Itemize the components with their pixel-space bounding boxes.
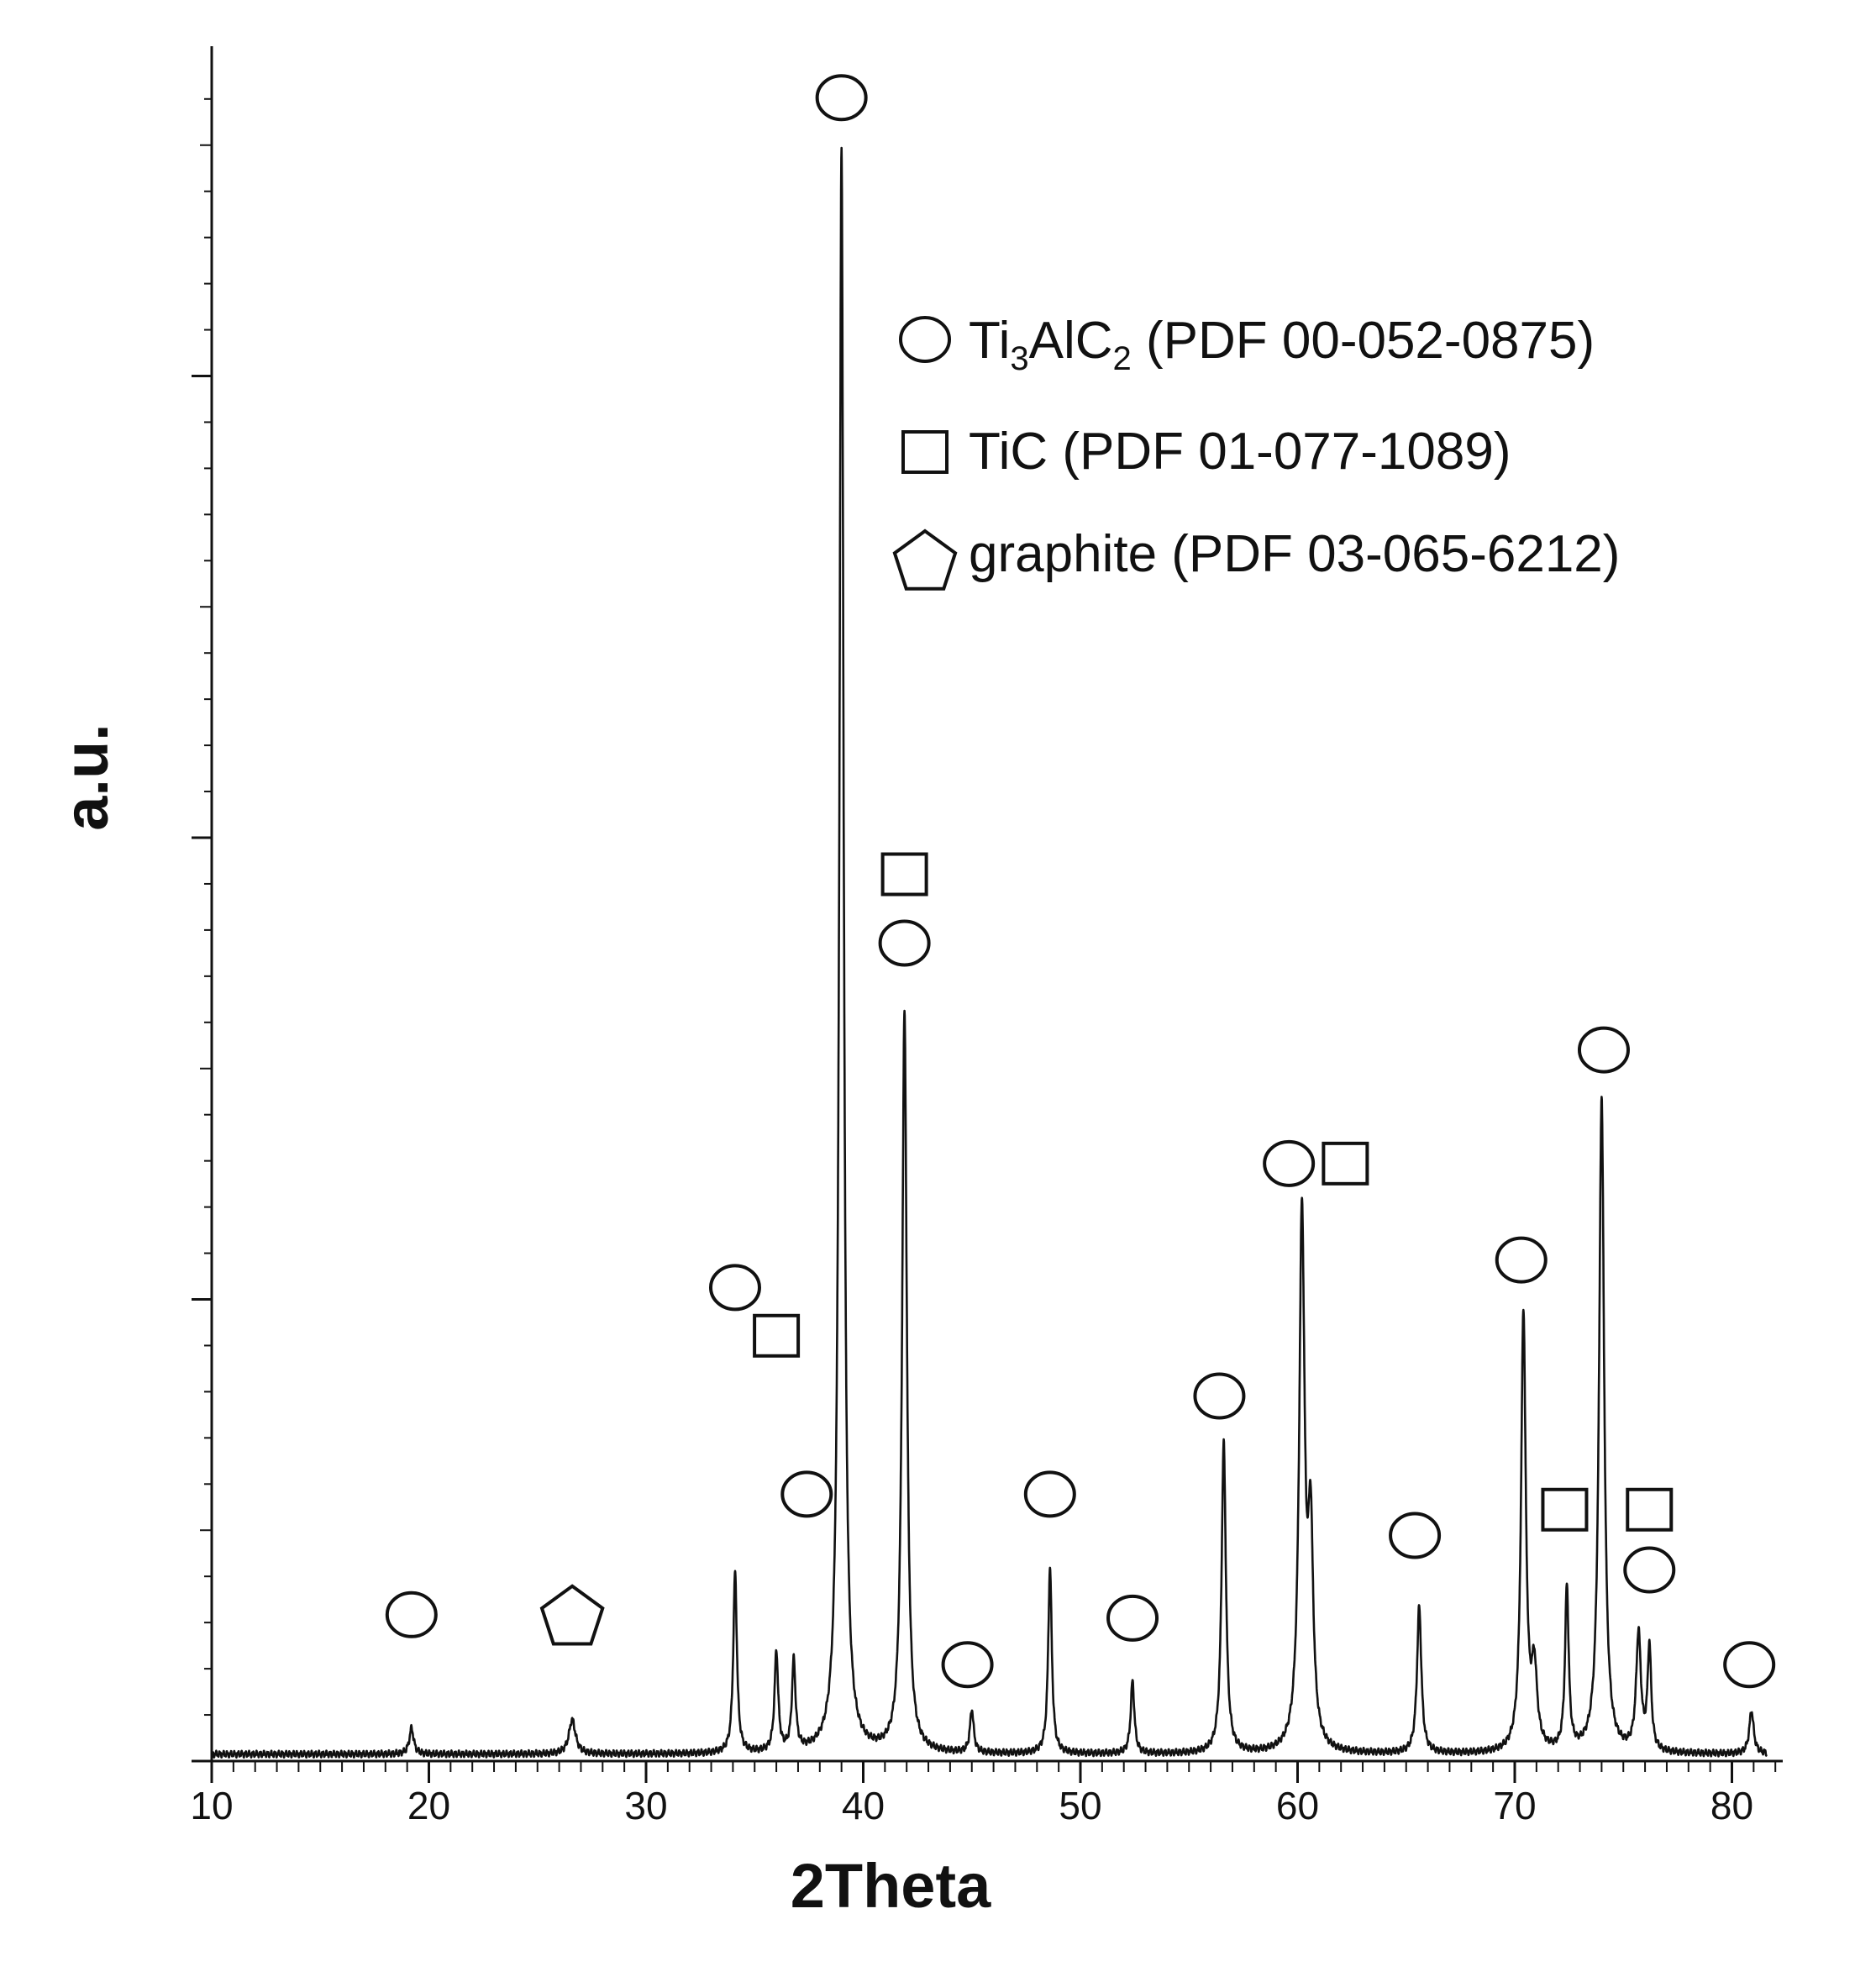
peak-marker-circle [1263, 1139, 1316, 1187]
legend-text-part: AlC [1029, 312, 1113, 370]
x-tick-label: 20 [407, 1784, 450, 1827]
legend-label: graphite (PDF 03-065-6212) [969, 525, 1620, 583]
peak-marker-circle [1577, 1026, 1630, 1074]
peak-marker-square [1322, 1141, 1369, 1186]
legend-item-circle: Ti3AlC2 (PDF 00-052-0875) [899, 312, 1595, 377]
x-tick-label: 30 [624, 1784, 667, 1827]
peak-marker-circle [385, 1591, 438, 1638]
peak-marker-circle [815, 74, 868, 122]
peak-marker-circle [1193, 1372, 1246, 1420]
legend-text-part: Ti [969, 312, 1010, 370]
legend-square-icon [901, 430, 949, 474]
x-tick-label: 80 [1710, 1784, 1753, 1827]
peak-marker-circle [1623, 1546, 1676, 1594]
peak-marker-square [753, 1313, 801, 1358]
legend-label: TiC (PDF 01-077-1089) [969, 423, 1511, 481]
legend-subscript: 2 [1113, 340, 1132, 377]
x-tick-label: 50 [1059, 1784, 1101, 1827]
legend-pentagon-icon [892, 528, 958, 591]
peak-marker-circle [1495, 1236, 1548, 1284]
x-axis-ticks: 10 20 30 40 50 60 70 80 [190, 1761, 1777, 1827]
legend-circle-icon [899, 316, 951, 363]
peak-marker-circle [1389, 1512, 1442, 1559]
legend-item-square: TiC (PDF 01-077-1089) [901, 423, 1511, 481]
peak-marker-circle [708, 1264, 761, 1312]
y-axis-title: a.u. [51, 723, 121, 830]
peak-marker-square [1541, 1487, 1589, 1532]
peak-marker-circle [1106, 1594, 1159, 1642]
y-axis-ticks [192, 97, 212, 1763]
peak-marker-square [880, 852, 928, 896]
peak-marker-circle [1023, 1470, 1076, 1518]
legend-text-part: TiC (PDF 01-077-1089) [969, 423, 1511, 481]
x-tick-label: 10 [190, 1784, 233, 1827]
legend-item-pentagon: graphite (PDF 03-065-6212) [892, 525, 1620, 591]
peak-marker-circle [941, 1641, 994, 1689]
x-axis-title: 2Theta [791, 1851, 991, 1921]
x-tick-label: 70 [1493, 1784, 1536, 1827]
peak-marker-pentagon [539, 1584, 605, 1646]
legend-text-part: (PDF 00-052-0875) [1132, 312, 1595, 370]
x-tick-label: 40 [842, 1784, 885, 1827]
legend-subscript: 3 [1010, 340, 1028, 377]
legend-text-part: graphite (PDF 03-065-6212) [969, 525, 1620, 583]
peak-marker-square [1626, 1487, 1674, 1532]
peak-marker-circle [878, 919, 931, 967]
peak-markers [385, 74, 1776, 1689]
peak-marker-circle [1723, 1641, 1776, 1689]
peak-marker-circle [780, 1470, 833, 1518]
legend: Ti3AlC2 (PDF 00-052-0875) TiC (PDF 01-077… [892, 312, 1620, 591]
legend-label: Ti3AlC2 (PDF 00-052-0875) [969, 312, 1595, 377]
xrd-pattern-line [210, 146, 1768, 1759]
x-tick-label: 60 [1276, 1784, 1319, 1827]
